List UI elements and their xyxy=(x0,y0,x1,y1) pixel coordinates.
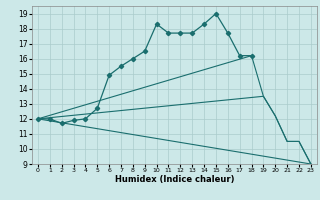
X-axis label: Humidex (Indice chaleur): Humidex (Indice chaleur) xyxy=(115,175,234,184)
